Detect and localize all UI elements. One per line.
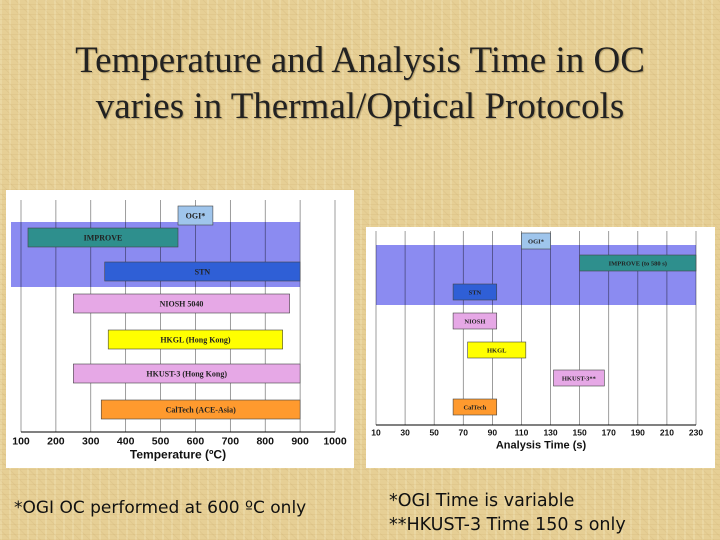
temp-tick-label: 900: [291, 436, 309, 448]
temp-bar-label: CalTech (ACE-Asia): [166, 405, 236, 414]
temp-axis-label: Temperature (ºC): [130, 448, 226, 462]
time-bar-label: HKUST-3**: [562, 375, 596, 382]
time-tick-label: 210: [660, 428, 674, 438]
temp-tick-label: 200: [47, 436, 65, 448]
temp-tick-label: 100: [12, 436, 30, 448]
time-tick-label: 110: [515, 428, 529, 438]
temp-tick-label: 700: [222, 436, 240, 448]
time-bar-label: IMPROVE (to 580 s): [609, 260, 667, 267]
temp-tick-label: 1000: [323, 436, 347, 448]
time-tick-label: 130: [543, 428, 557, 438]
time-tick-label: 70: [459, 428, 469, 438]
temp-bar: [177, 205, 214, 226]
time-tick-label: 50: [429, 428, 439, 438]
time-shaded-band: [376, 245, 696, 305]
time-bar: [452, 312, 498, 330]
temp-bar-label: HKUST-3 (Hong Kong): [146, 369, 227, 378]
temp-bar: [100, 399, 301, 420]
temp-tick-label: 500: [152, 436, 170, 448]
footnote-right: *OGI Time is variable **HKUST-3 Time 150…: [389, 489, 626, 537]
time-axis-label: Analysis Time (s): [496, 440, 587, 452]
temperature-chart: OGI* IMPROVE STN NIOSH 5040 HKGL (Hong Kong)…: [6, 190, 354, 468]
temp-tick-label: 600: [187, 436, 205, 448]
temperature-chart-svg: OGI* IMPROVE STN NIOSH 5040 HKGL (Hong Kong)…: [11, 200, 347, 462]
time-bar: [553, 369, 605, 387]
time-tick-label: 90: [488, 428, 498, 438]
temp-bar: [73, 363, 301, 384]
temp-bar-label: NIOSH 5040: [160, 299, 204, 308]
temp-bar: [107, 329, 283, 350]
temp-tick-label: 300: [82, 436, 100, 448]
time-bar: [521, 232, 551, 250]
temp-bar-label: STN: [195, 267, 211, 276]
time-bar: [579, 254, 697, 272]
time-tick-label: 230: [689, 428, 703, 438]
temp-tick-label: 400: [117, 436, 135, 448]
temp-bar-label: IMPROVE: [84, 233, 123, 242]
time-tick-label: 170: [602, 428, 616, 438]
temp-bar: [73, 293, 290, 314]
slide-title: Temperature and Analysis Time in OC vari…: [0, 38, 720, 130]
temp-tick-label: 800: [256, 436, 274, 448]
time-bar: [452, 283, 498, 301]
temp-bar-label: OGI*: [186, 211, 206, 220]
analysis-time-chart-svg: OGI* IMPROVE (to 580 s) STN NIOSH HKGL HKUST-…: [371, 231, 703, 452]
time-bar-label: HKGL: [487, 347, 507, 354]
footnote-left: *OGI OC performed at 600 ºC only: [14, 498, 307, 518]
time-bar: [452, 398, 498, 416]
time-tick-label: 190: [631, 428, 645, 438]
temp-bar-label: HKGL (Hong Kong): [160, 335, 231, 344]
time-bar-label: CalTech: [463, 404, 486, 411]
temp-bar: [27, 227, 179, 248]
time-tick-label: 150: [573, 428, 587, 438]
temp-bar: [104, 261, 301, 282]
title-line-2: varies in Thermal/Optical Protocols: [95, 86, 625, 127]
time-bar-label: STN: [469, 289, 482, 296]
time-tick-label: 10: [371, 428, 381, 438]
time-bar-label: NIOSH: [464, 318, 485, 325]
title-line-1: Temperature and Analysis Time in OC: [75, 40, 645, 81]
time-bar-label: OGI*: [528, 238, 544, 245]
time-bar: [467, 341, 527, 359]
footnote-right-line-1: *OGI Time is variable: [389, 491, 575, 511]
footnote-right-line-2: **HKUST-3 Time 150 s only: [389, 515, 626, 535]
time-tick-label: 30: [400, 428, 410, 438]
analysis-time-chart: OGI* IMPROVE (to 580 s) STN NIOSH HKGL HKUST-…: [366, 227, 715, 468]
